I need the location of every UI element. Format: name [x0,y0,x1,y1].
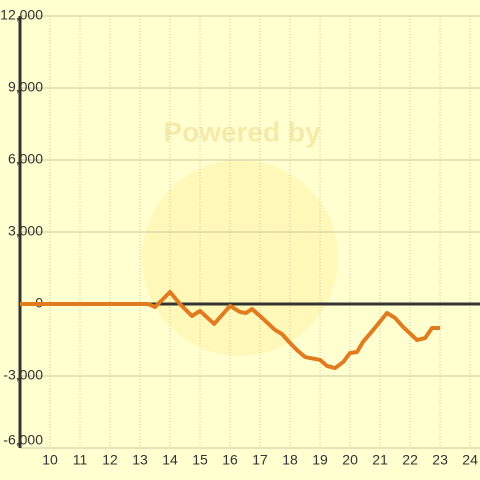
x-tick-label: 20 [342,452,358,468]
x-tick-label: 23 [432,452,448,468]
y-tick-label: -6,000 [3,432,43,448]
x-tick-label: 21 [372,452,388,468]
x-tick-label: 19 [312,452,328,468]
y-tick-label: -3,000 [3,367,43,383]
x-tick-label: 15 [192,452,208,468]
x-tick-label: 12 [102,452,118,468]
watermark-logo [142,160,338,356]
x-tick-label: 10 [42,452,58,468]
x-tick-label: 11 [73,452,88,468]
y-tick-label: 12,000 [0,7,43,23]
x-tick-label: 17 [252,452,268,468]
y-tick-label: 9,000 [8,79,43,95]
data-line [20,290,441,371]
x-tick-label: 18 [282,452,298,468]
x-tick-label: 14 [162,452,178,468]
y-tick-label: 3,000 [8,223,43,239]
x-tick-label: 24 [462,452,478,468]
y-tick-label: 6,000 [8,151,43,167]
x-tick-label: 22 [402,452,418,468]
watermark: Powered by [163,116,321,147]
x-tick-label: 16 [222,452,238,468]
x-tick-label: 13 [132,452,148,468]
